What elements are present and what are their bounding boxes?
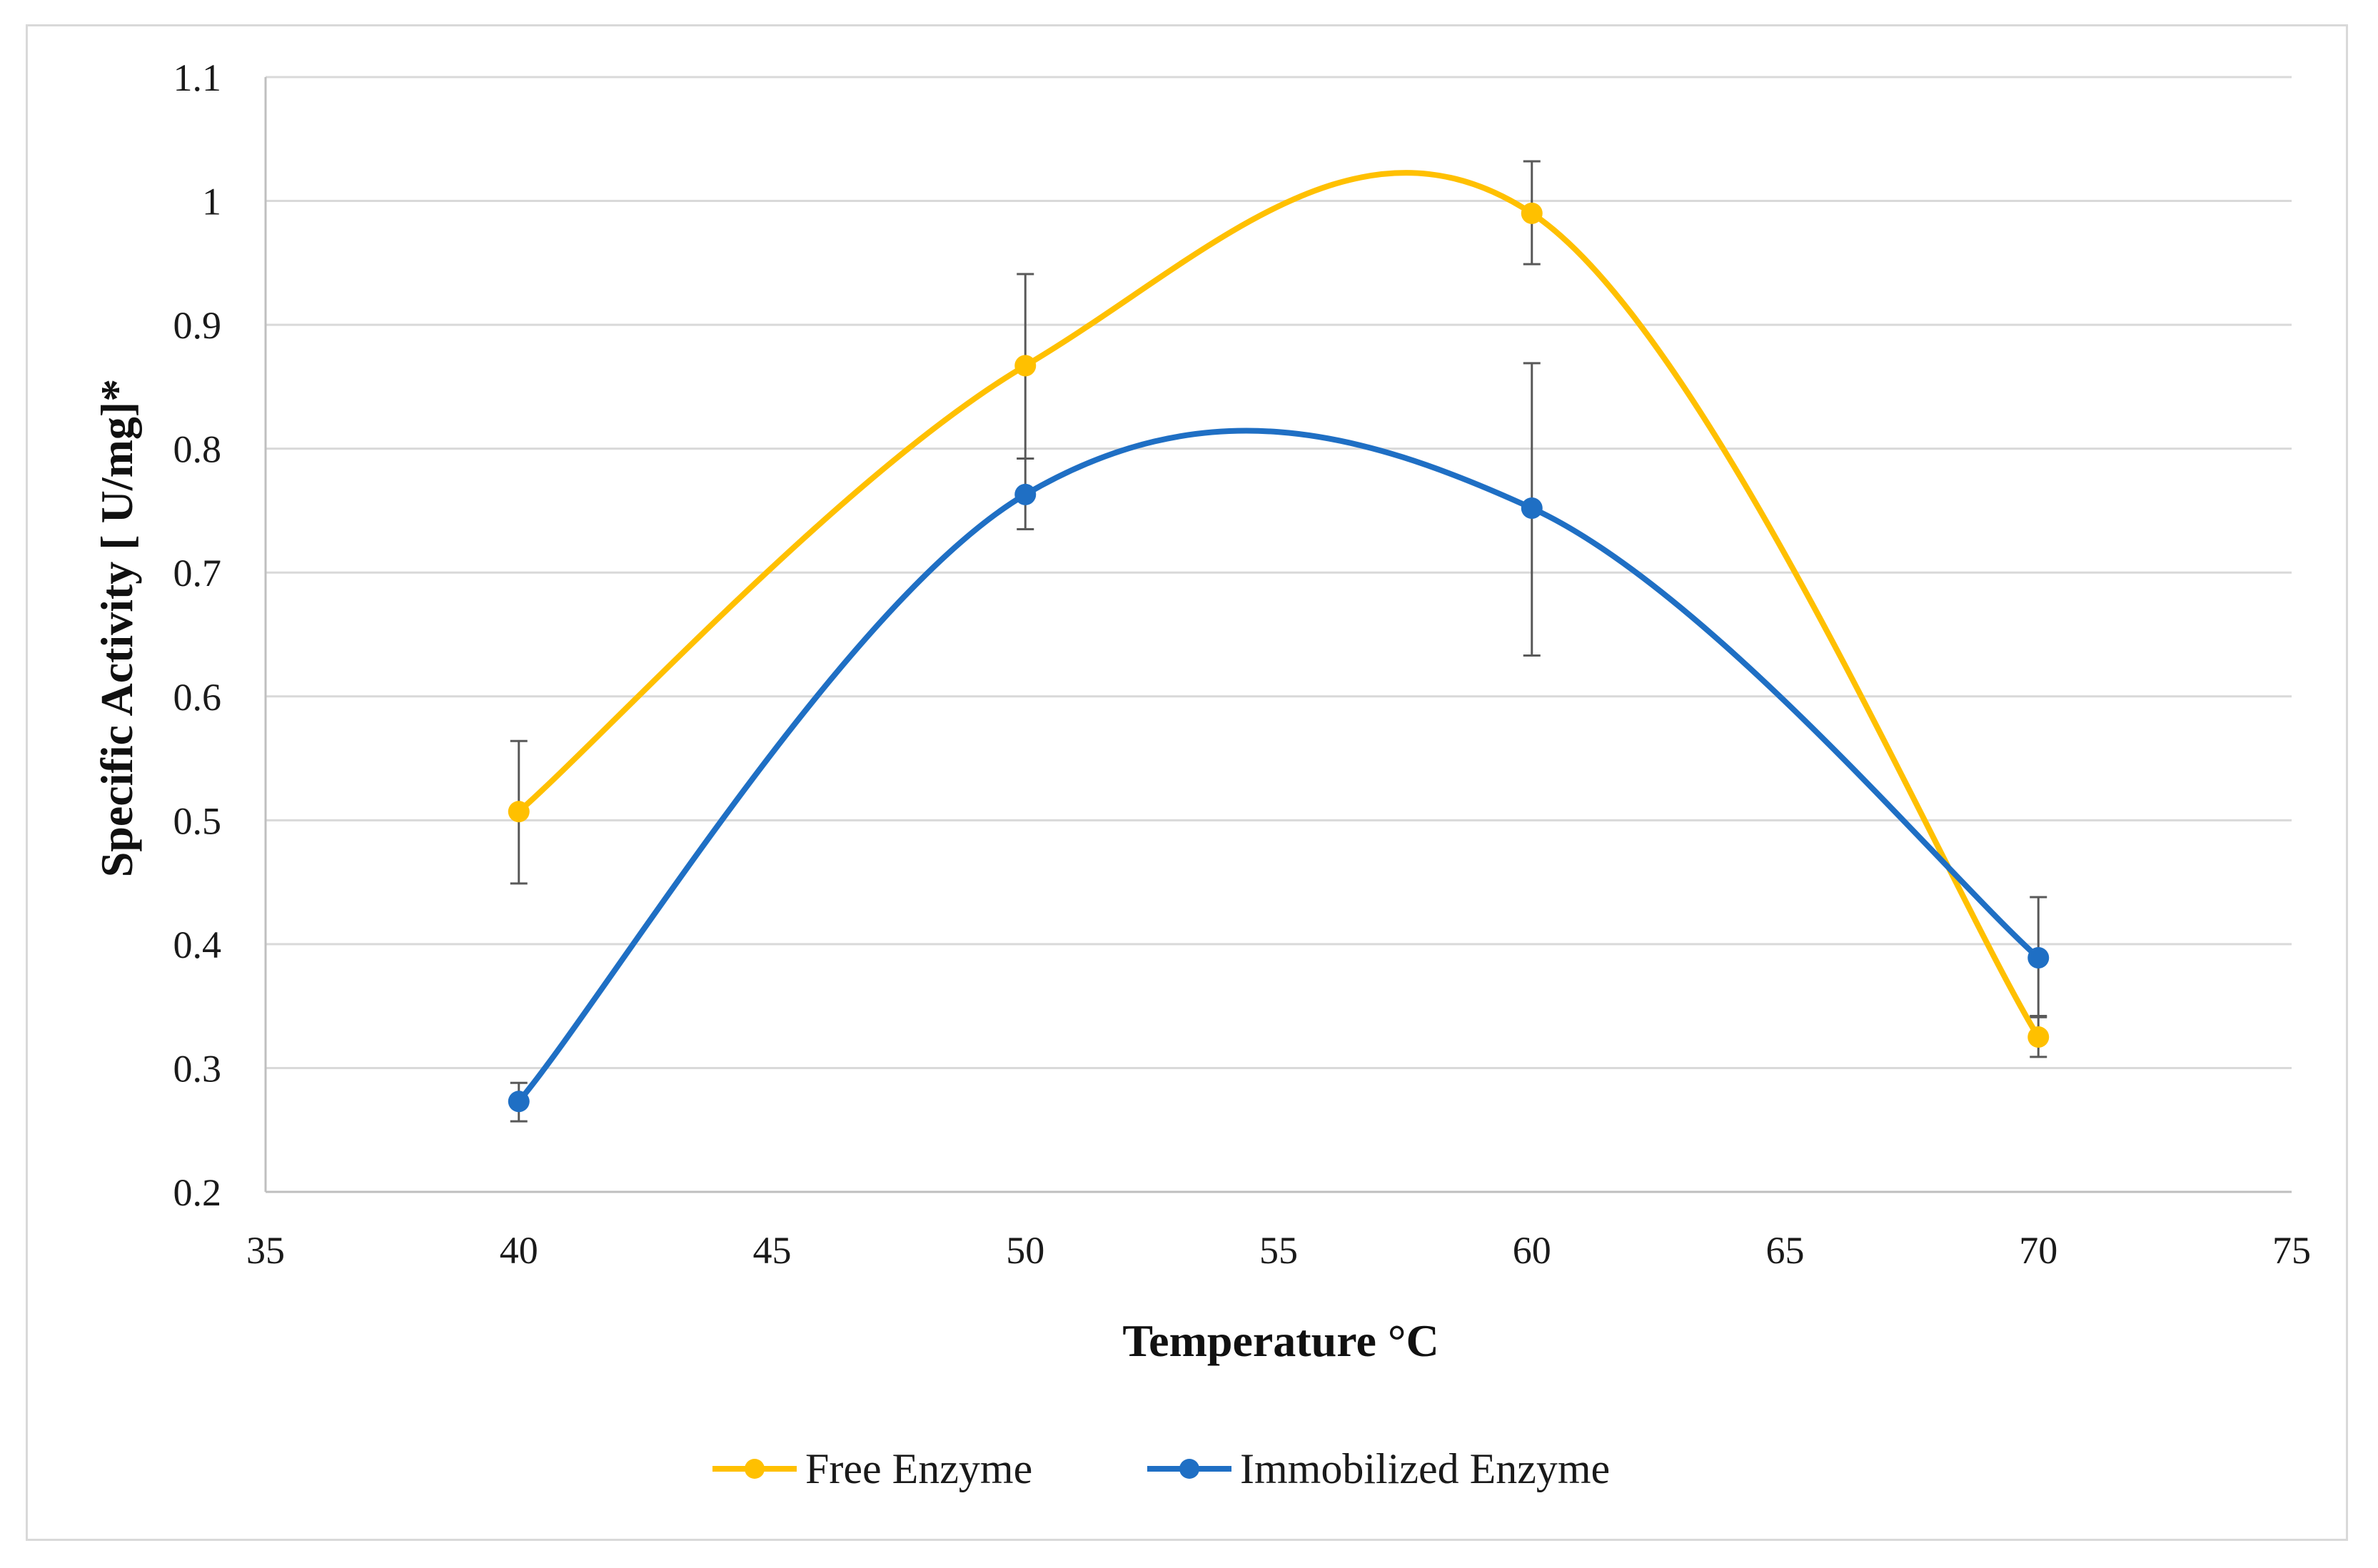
series-lines xyxy=(515,170,2042,1105)
x-tick-label: 75 xyxy=(2272,1229,2311,1272)
y-tick-labels: 0.2 0.3 0.4 0.5 0.6 0.7 0.8 0.9 1 1.1 xyxy=(173,56,222,1214)
free-enzyme-point xyxy=(1014,355,1037,377)
immobilized-enzyme-line xyxy=(515,428,2042,1105)
gridlines xyxy=(266,76,2292,1069)
y-tick-label: 0.6 xyxy=(173,676,222,719)
x-tick-label: 60 xyxy=(1513,1229,1551,1272)
x-tick-label: 45 xyxy=(753,1229,792,1272)
chart-frame xyxy=(26,24,2348,1541)
error-bars xyxy=(510,160,2047,1123)
y-tick-label: 0.8 xyxy=(173,428,222,471)
immobilized-enzyme-point xyxy=(508,1091,530,1113)
x-tick-labels: 35 40 45 50 55 60 65 70 75 xyxy=(246,1229,2311,1272)
free-enzyme-point xyxy=(2027,1026,2050,1048)
x-tick-label: 40 xyxy=(500,1229,538,1272)
y-tick-label: 1.1 xyxy=(173,56,222,99)
y-tick-label: 0.7 xyxy=(173,552,222,595)
x-tick-label: 50 xyxy=(1006,1229,1044,1272)
y-tick-label: 0.5 xyxy=(173,799,222,842)
free-enzyme-point xyxy=(1521,202,1543,224)
immobilized-enzyme-point xyxy=(2027,946,2050,968)
y-tick-label: 0.9 xyxy=(173,304,222,347)
y-tick-label: 1 xyxy=(202,181,221,223)
axes xyxy=(264,77,2292,1193)
y-tick-label: 0.2 xyxy=(173,1171,222,1214)
free-enzyme-point xyxy=(508,801,530,823)
y-axis-title: Specific Activity [ U/mg]* xyxy=(91,379,142,878)
x-tick-label: 55 xyxy=(1259,1229,1298,1272)
data-points xyxy=(508,202,2050,1113)
immobilized-enzyme-point xyxy=(1521,497,1543,519)
x-axis-title: Temperature °C xyxy=(1122,1315,1439,1366)
y-tick-label: 0.3 xyxy=(173,1047,222,1090)
x-tick-label: 70 xyxy=(2019,1229,2057,1272)
free-enzyme-legend-marker xyxy=(745,1459,765,1479)
immobilized-enzyme-legend-label: Immobilized Enzyme xyxy=(1240,1445,1610,1492)
legend: Free Enzyme Immobilized Enzyme xyxy=(712,1445,1610,1492)
y-tick-label: 0.4 xyxy=(173,924,222,966)
x-tick-label: 35 xyxy=(246,1229,285,1272)
free-enzyme-line xyxy=(515,170,2042,1041)
immobilized-enzyme-legend-marker xyxy=(1179,1459,1199,1479)
immobilized-enzyme-point xyxy=(1014,483,1037,505)
free-enzyme-legend-label: Free Enzyme xyxy=(805,1445,1032,1492)
x-tick-label: 65 xyxy=(1766,1229,1805,1272)
